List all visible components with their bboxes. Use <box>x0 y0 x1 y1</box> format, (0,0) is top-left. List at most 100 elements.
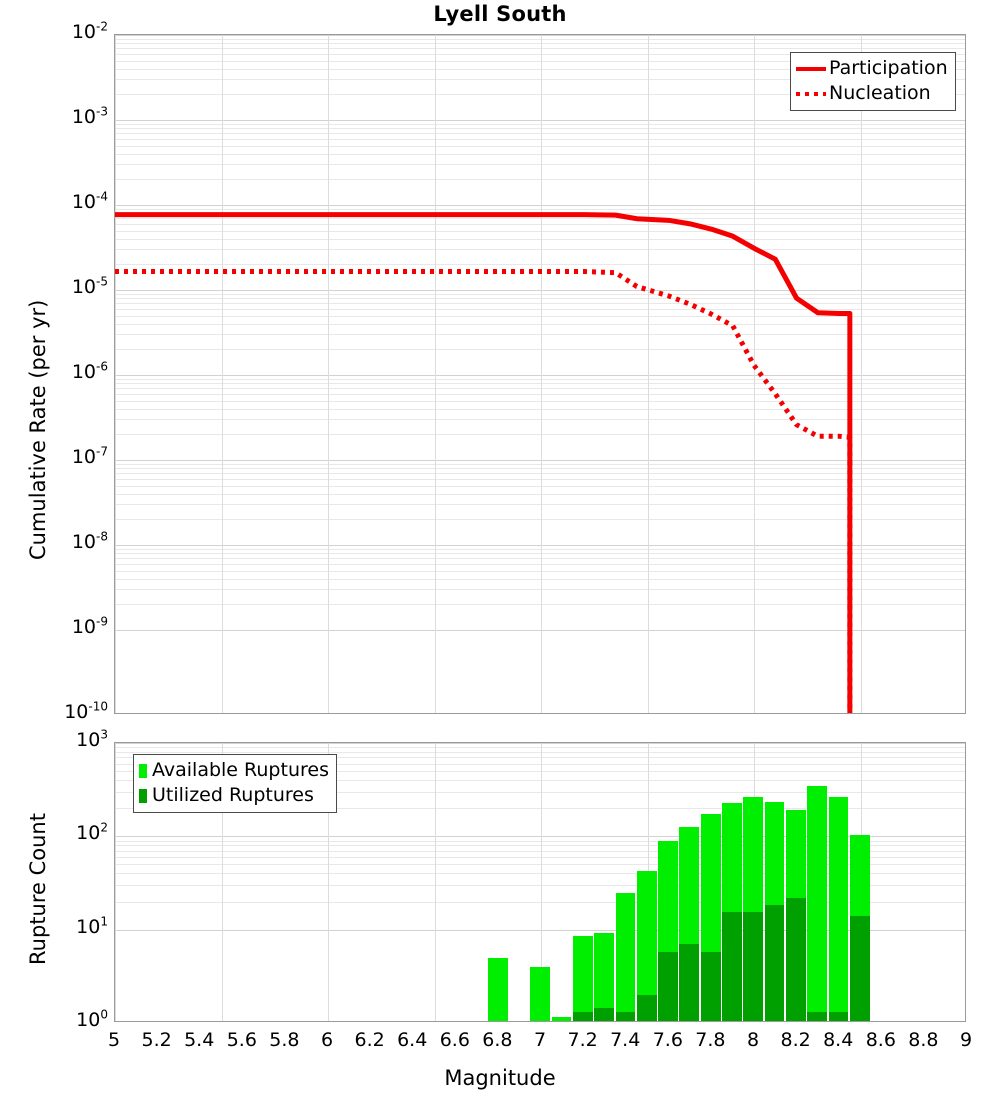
gridline-minor <box>115 791 965 793</box>
gridline-minor <box>115 123 965 125</box>
x-tick-label: 5.6 <box>226 1029 257 1051</box>
bar-utilized <box>636 994 657 1021</box>
series-participation-line <box>115 212 853 713</box>
gridline-minor <box>115 79 965 81</box>
gridline-minor <box>115 578 965 580</box>
y-tick-label: 10-4 <box>71 189 108 213</box>
page-title: Lyell South <box>433 2 567 26</box>
gridline-major <box>115 545 965 546</box>
gridline-minor <box>115 473 965 475</box>
gridline-minor <box>115 179 965 181</box>
bar-available <box>828 796 849 1021</box>
legend-row: Available Ruptures <box>139 758 329 783</box>
gridline-minor <box>115 400 965 402</box>
gridline-vertical <box>221 743 223 1021</box>
legend-row: Participation <box>796 56 948 81</box>
legend-label: Nucleation <box>829 82 931 104</box>
x-tick-label: 7.6 <box>652 1029 683 1051</box>
gridline-major <box>115 743 965 744</box>
bar-utilized <box>849 916 870 1021</box>
rupture-legend: Available Ruptures Utilized Ruptures <box>133 754 337 813</box>
gridline-minor <box>115 504 965 506</box>
gridline-vertical <box>115 35 116 713</box>
gridline-minor <box>115 349 965 351</box>
gridline-minor <box>115 94 965 96</box>
gridline-minor <box>115 393 965 395</box>
gridline-minor <box>115 293 965 295</box>
x-tick-label: 8 <box>746 1029 760 1051</box>
gridline-minor <box>115 68 965 70</box>
gridline-vertical <box>434 743 436 1021</box>
gridline-vertical <box>541 35 542 713</box>
gridline-minor <box>115 548 965 550</box>
rate-curves <box>115 212 853 713</box>
gridline-minor <box>115 808 965 810</box>
x-tick-label: 8.8 <box>908 1029 939 1051</box>
gridline-minor <box>115 138 965 140</box>
gridline-minor <box>115 249 965 251</box>
gridline-major <box>115 630 965 631</box>
bar-utilized <box>722 911 742 1021</box>
gridline-minor <box>115 604 965 606</box>
gridline-minor <box>115 885 965 887</box>
gridline-minor <box>115 264 965 266</box>
legend-dotted-line-icon <box>796 91 826 96</box>
gridline-minor <box>115 388 965 390</box>
cumulative-rate-plot <box>114 34 966 714</box>
gridline-vertical <box>221 35 223 713</box>
gridline-minor <box>115 468 965 470</box>
y-tick-label: 10-7 <box>71 444 108 468</box>
gridline-minor <box>115 901 965 903</box>
gridline-minor <box>115 38 965 40</box>
bar-utilized <box>658 951 678 1021</box>
bar-utilized <box>679 944 700 1021</box>
bar-available <box>487 957 508 1021</box>
gridline-major <box>115 35 965 36</box>
gridline-minor <box>115 558 965 560</box>
gridline-vertical <box>434 35 436 713</box>
bar-utilized <box>700 951 721 1021</box>
gridline-minor <box>115 383 965 385</box>
gridline-minor <box>115 334 965 336</box>
x-tick-label: 8.6 <box>865 1029 896 1051</box>
gridline-vertical <box>328 35 329 713</box>
bar-utilized <box>785 897 806 1021</box>
gridline-minor <box>115 850 965 852</box>
bar-available <box>572 936 593 1021</box>
gridline-minor <box>115 845 965 847</box>
y-tick-label: 10-6 <box>71 359 108 383</box>
gridline-minor <box>115 60 965 62</box>
gridline-minor <box>115 378 965 380</box>
bar-utilized <box>828 1012 849 1021</box>
gridline-minor <box>115 133 965 135</box>
gridline-minor <box>115 230 965 232</box>
legend-color-swatch-icon <box>139 763 147 778</box>
gridline-minor <box>115 408 965 410</box>
gridline-minor <box>115 298 965 300</box>
x-tick-label: 5.8 <box>269 1029 300 1051</box>
gridline-minor <box>115 128 965 130</box>
y-tick-label: 10-8 <box>71 529 108 553</box>
y-tick-label: 10-2 <box>71 19 108 43</box>
y-tick-label: 102 <box>76 821 108 845</box>
y-tick-label: 101 <box>76 914 108 938</box>
x-tick-label: 5.4 <box>184 1029 215 1051</box>
bar-available <box>594 933 615 1021</box>
gridline-minor <box>115 303 965 305</box>
gridline-minor <box>115 763 965 765</box>
gridline-minor <box>115 771 965 773</box>
legend-row: Utilized Ruptures <box>139 783 329 808</box>
x-tick-label: 6.2 <box>354 1029 385 1051</box>
gridline-minor <box>115 519 965 521</box>
x-tick-label: 6.8 <box>482 1029 513 1051</box>
gridline-vertical <box>328 743 329 1021</box>
x-tick-label: 7.4 <box>610 1029 641 1051</box>
gridline-major <box>115 290 965 291</box>
gridline-minor <box>115 463 965 465</box>
gridline-minor <box>115 485 965 487</box>
legend-label: Utilized Ruptures <box>152 784 314 806</box>
legend-label: Available Ruptures <box>152 759 329 781</box>
x-tick-label: 5 <box>107 1029 121 1051</box>
bar-available <box>807 786 828 1021</box>
